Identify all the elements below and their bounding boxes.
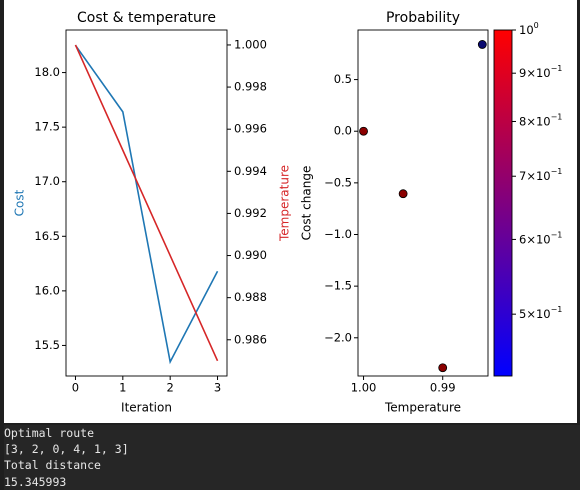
chart2-title: Probability	[386, 10, 460, 26]
figure-canvas: 0 1 2 3 15.5 16.0 16.5 17.0 17.5 18.0 0.986 0.988 0.…	[13, 10, 563, 415]
temperature-y-tick-label: 1.000	[234, 37, 267, 51]
scatter-point	[477, 40, 487, 49]
chart1-x-tick-label: 0	[72, 381, 79, 395]
console-line: Optimal route	[4, 426, 95, 440]
colorbar-tick-label: 6×10−1	[519, 230, 562, 246]
cost-y-tick-label: 18.0	[34, 65, 60, 79]
colorbar	[493, 29, 513, 377]
chart1-x-tick-label: 1	[119, 381, 126, 395]
chart1-x-tick-label: 3	[214, 381, 221, 395]
chart2-y-tick-label: 0.0	[334, 124, 352, 138]
temperature-y-tick-label: 0.986	[234, 332, 267, 346]
chart2-y-tick-label: 0.5	[334, 72, 352, 86]
chart1-axes-frame	[65, 29, 228, 377]
colorbar-tick-label: 7×10−1	[519, 167, 562, 183]
chart2-y-tick-label: −1.0	[324, 227, 352, 241]
chart2-x-axis-label: Temperature	[384, 401, 461, 415]
cost-y-tick-label: 17.0	[34, 174, 60, 188]
cost-series-line	[74, 44, 219, 365]
colorbar-tick-label: 9×10−1	[519, 64, 562, 80]
temperature-y-tick-label: 0.998	[234, 80, 267, 94]
scatter-point	[359, 126, 368, 136]
chart1-x-axis-label: Iteration	[121, 401, 172, 415]
scatter-point	[398, 189, 408, 199]
temperature-y-tick-label: 0.994	[234, 164, 267, 178]
cost-y-tick-label: 16.0	[34, 283, 60, 297]
colorbar-tick-label: 8×10−1	[519, 112, 562, 128]
console-line: Total distance	[4, 458, 101, 473]
matplotlib-figure: 0 1 2 3 15.5 16.0 16.5 17.0 17.5 18.0 0.986 0.988 0.…	[4, 0, 577, 423]
scatter-point	[438, 363, 448, 373]
colorbar-tick-label: 100	[519, 21, 539, 37]
cost-y-tick-label: 16.5	[34, 229, 60, 243]
chart2-y-tick-label: −0.5	[324, 175, 352, 189]
colorbar-tick-label: 5×10−1	[519, 305, 562, 321]
console-output: Optimal route [3, 2, 0, 4, 1, 3] Total d…	[4, 425, 580, 490]
chart2-y-axis-label: Cost change	[300, 166, 314, 241]
chart1-title: Cost & temperature	[77, 10, 216, 26]
temperature-series-line	[74, 44, 219, 362]
cost-y-tick-label: 15.5	[34, 338, 60, 352]
temperature-axis-label: Temperature	[278, 165, 292, 242]
temperature-y-tick-label: 0.990	[234, 248, 267, 262]
temperature-y-tick-label: 0.996	[234, 122, 267, 136]
console-line: 15.345993	[4, 474, 67, 489]
cost-axis-label: Cost	[13, 189, 27, 216]
cost-y-tick-label: 17.5	[34, 120, 60, 134]
chart2-x-tick-label: 0.99	[430, 381, 456, 395]
console-line: [3, 2, 0, 4, 1, 3]	[4, 442, 129, 457]
chart1-x-tick-label: 2	[167, 381, 174, 395]
chart2-y-tick-label: −2.0	[324, 330, 352, 344]
temperature-y-tick-label: 0.992	[234, 206, 267, 220]
temperature-y-tick-label: 0.988	[234, 290, 267, 304]
chart2-y-tick-label: −1.5	[324, 279, 352, 293]
chart2-x-tick-label: 1.00	[351, 381, 377, 395]
chart2-axes-frame	[357, 29, 489, 377]
